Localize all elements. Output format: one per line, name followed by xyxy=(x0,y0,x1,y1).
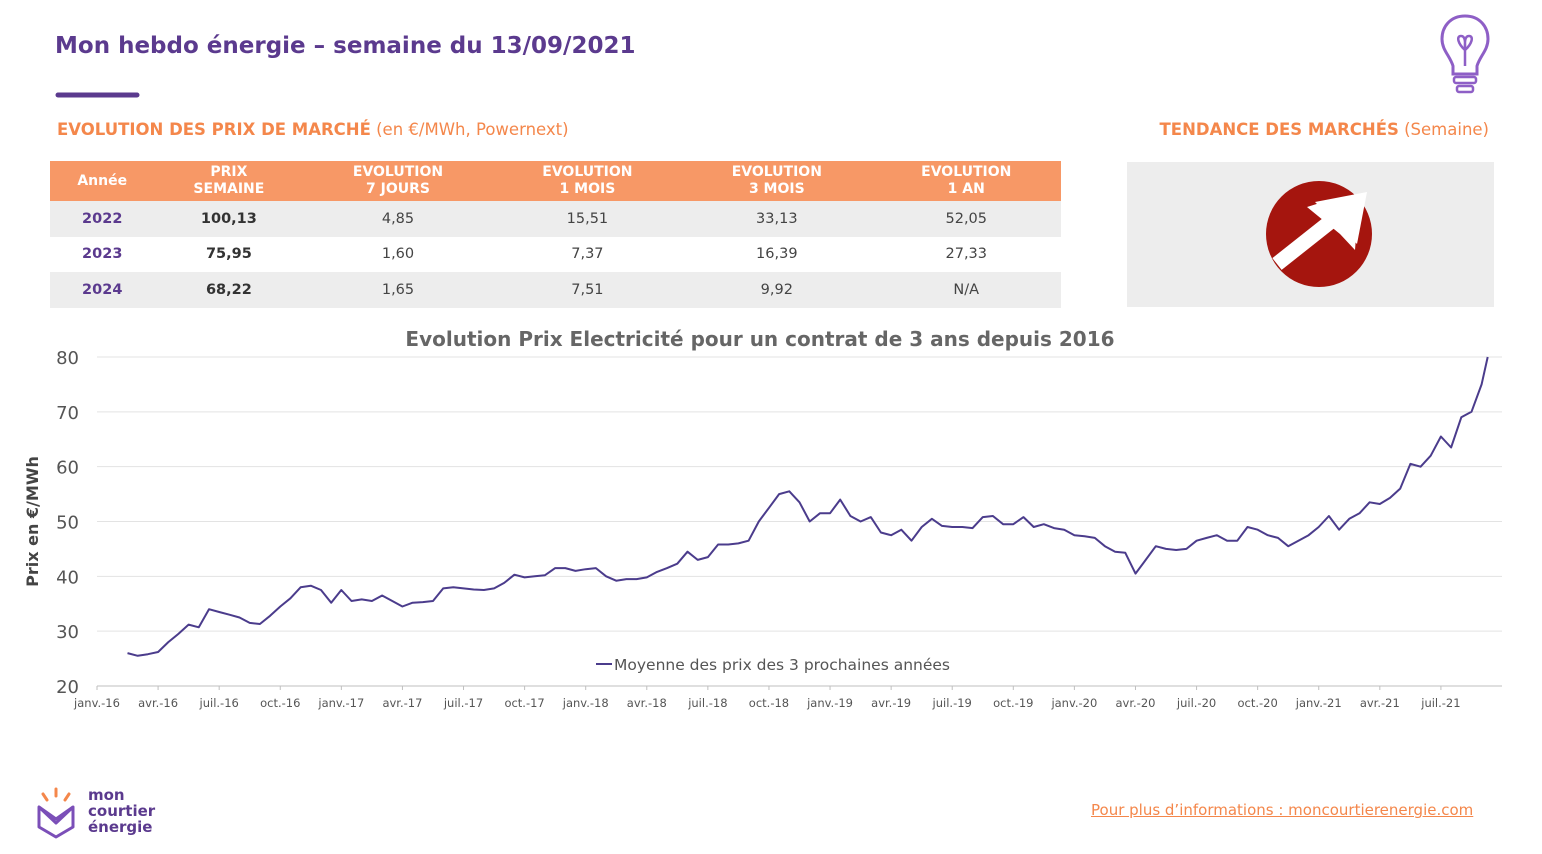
table-cell: 52,05 xyxy=(871,201,1061,237)
header-line: EVOLUTION xyxy=(731,164,822,180)
header-line: EVOLUTION xyxy=(542,164,633,180)
x-tick-label: juil.-17 xyxy=(443,696,483,710)
table-cell: 9,92 xyxy=(682,272,872,308)
trend-title: TENDANCE DES MARCHÉS xyxy=(1159,120,1399,139)
table-header: Année PRIX SEMAINE EVOLUTION 7 JOURS EVOLUTIO… xyxy=(50,161,1061,201)
y-tick-label: 70 xyxy=(56,403,79,424)
header-cell: EVOLUTION 3 MOIS xyxy=(682,161,872,201)
header-cell: EVOLUTION 7 JOURS xyxy=(303,161,493,201)
table-cell: 16,39 xyxy=(756,246,798,263)
table-cell: 7,37 xyxy=(571,246,604,263)
table-cell: 33,13 xyxy=(682,201,872,237)
bulb-icon xyxy=(1440,14,1490,94)
table-cell: 68,22 xyxy=(154,272,304,308)
y-tick-label: 50 xyxy=(56,513,79,534)
table-cell: 4,85 xyxy=(303,201,493,237)
y-tick-label: 40 xyxy=(56,567,79,588)
table-cell: 15,51 xyxy=(492,201,683,237)
x-tick-label: janv.-20 xyxy=(1050,696,1097,710)
title-underline xyxy=(55,92,140,98)
legend-label: Moyenne des prix des 3 prochaines années xyxy=(614,656,950,674)
table-cell: 1,60 xyxy=(381,246,415,263)
table-cell: N/A xyxy=(871,272,1061,308)
trend-box xyxy=(1127,162,1494,307)
market-subtitle: (en €/MWh, Powernext) xyxy=(376,120,569,139)
x-tick-label: oct.-16 xyxy=(260,696,300,710)
x-tick-label: janv.-17 xyxy=(317,696,364,710)
logo-icon xyxy=(37,787,75,839)
x-tick-label: juil.-16 xyxy=(199,696,239,710)
header-line: 7 JOURS xyxy=(366,181,430,197)
price-table: Année PRIX SEMAINE EVOLUTION 7 JOURS EVOLUTIO… xyxy=(50,161,1061,308)
x-tick-label: avr.-18 xyxy=(627,696,667,710)
header-line: 1 MOIS xyxy=(559,181,616,197)
table-row: 2022 100,13 4,85 15,51 33,13 52,05 xyxy=(50,201,1061,237)
header-line: Année xyxy=(77,172,128,189)
price-chart: Evolution Prix Electricité pour un contr… xyxy=(23,327,1502,710)
header-cell: EVOLUTION 1 AN xyxy=(871,161,1061,201)
header-cell: EVOLUTION 1 MOIS xyxy=(492,161,683,201)
y-tick-label: 80 xyxy=(56,348,79,369)
table-cell: 100,13 xyxy=(154,201,304,237)
y-axis-label: Prix en €/MWh xyxy=(23,456,42,587)
market-heading: EVOLUTION DES PRIX DE MARCHÉ (en €/MWh, … xyxy=(57,120,569,139)
header-line: EVOLUTION xyxy=(921,164,1012,180)
market-title: EVOLUTION DES PRIX DE MARCHÉ xyxy=(57,120,371,139)
info-link[interactable]: Pour plus d’informations : moncourtieren… xyxy=(1091,801,1474,819)
x-tick-label: avr.-17 xyxy=(382,696,422,710)
table-cell: 75,95 xyxy=(205,246,252,263)
logo-line: énergie xyxy=(88,818,153,836)
x-tick-label: oct.-19 xyxy=(993,696,1033,710)
x-tick-label: avr.-20 xyxy=(1115,696,1155,710)
x-tick-label: janv.-16 xyxy=(73,696,120,710)
y-tick-label: 60 xyxy=(56,458,79,479)
price-line xyxy=(127,356,1489,657)
chart-title: Evolution Prix Electricité pour un contr… xyxy=(405,327,1114,351)
header-cell: Année xyxy=(50,161,155,201)
y-tick-label: 30 xyxy=(56,622,79,643)
x-tick-label: avr.-21 xyxy=(1360,696,1400,710)
header-line: SEMAINE xyxy=(193,181,265,197)
trend-subtitle: (Semaine) xyxy=(1404,120,1489,139)
table-row: 2024 68,22 1,65 7,51 9,92 N/A xyxy=(50,272,1061,308)
table-cell: 2024 xyxy=(50,272,155,308)
x-tick-label: avr.-19 xyxy=(871,696,911,710)
table-cell: 2023 xyxy=(82,246,123,263)
x-tick-label: juil.-21 xyxy=(1420,696,1460,710)
y-tick-label: 20 xyxy=(56,677,79,698)
logo-text: mon courtier énergie xyxy=(88,787,155,835)
header-line: 3 MOIS xyxy=(748,181,805,197)
table-cell: 27,33 xyxy=(945,246,988,263)
x-tick-label: juil.-19 xyxy=(932,696,972,710)
x-tick-label: juil.-18 xyxy=(687,696,727,710)
table-row: 2023 75,95 1,60 7,37 16,39 27,33 xyxy=(50,237,1061,273)
header-line: 1 AN xyxy=(947,181,985,197)
header-line: PRIX xyxy=(210,164,248,180)
table-cell: 1,65 xyxy=(303,272,493,308)
x-tick-label: janv.-19 xyxy=(806,696,853,710)
table-cell: 7,51 xyxy=(492,272,683,308)
x-tick-label: oct.-20 xyxy=(1237,696,1277,710)
logo-line: courtier xyxy=(88,802,156,820)
logo-line: mon xyxy=(88,786,125,804)
x-tick-label: janv.-18 xyxy=(562,696,609,710)
header-cell: PRIX SEMAINE xyxy=(154,161,304,201)
x-tick-label: janv.-21 xyxy=(1295,696,1342,710)
trend-heading: TENDANCE DES MARCHÉS (Semaine) xyxy=(1160,120,1489,139)
x-tick-label: juil.-20 xyxy=(1176,696,1216,710)
header-line: EVOLUTION xyxy=(352,164,444,180)
x-tick-label: avr.-16 xyxy=(138,696,178,710)
table-cell: 2022 xyxy=(50,201,155,237)
x-tick-label: oct.-18 xyxy=(749,696,789,710)
x-tick-label: oct.-17 xyxy=(504,696,544,710)
page-title: Mon hebdo énergie – semaine du 13/09/202… xyxy=(55,33,636,59)
